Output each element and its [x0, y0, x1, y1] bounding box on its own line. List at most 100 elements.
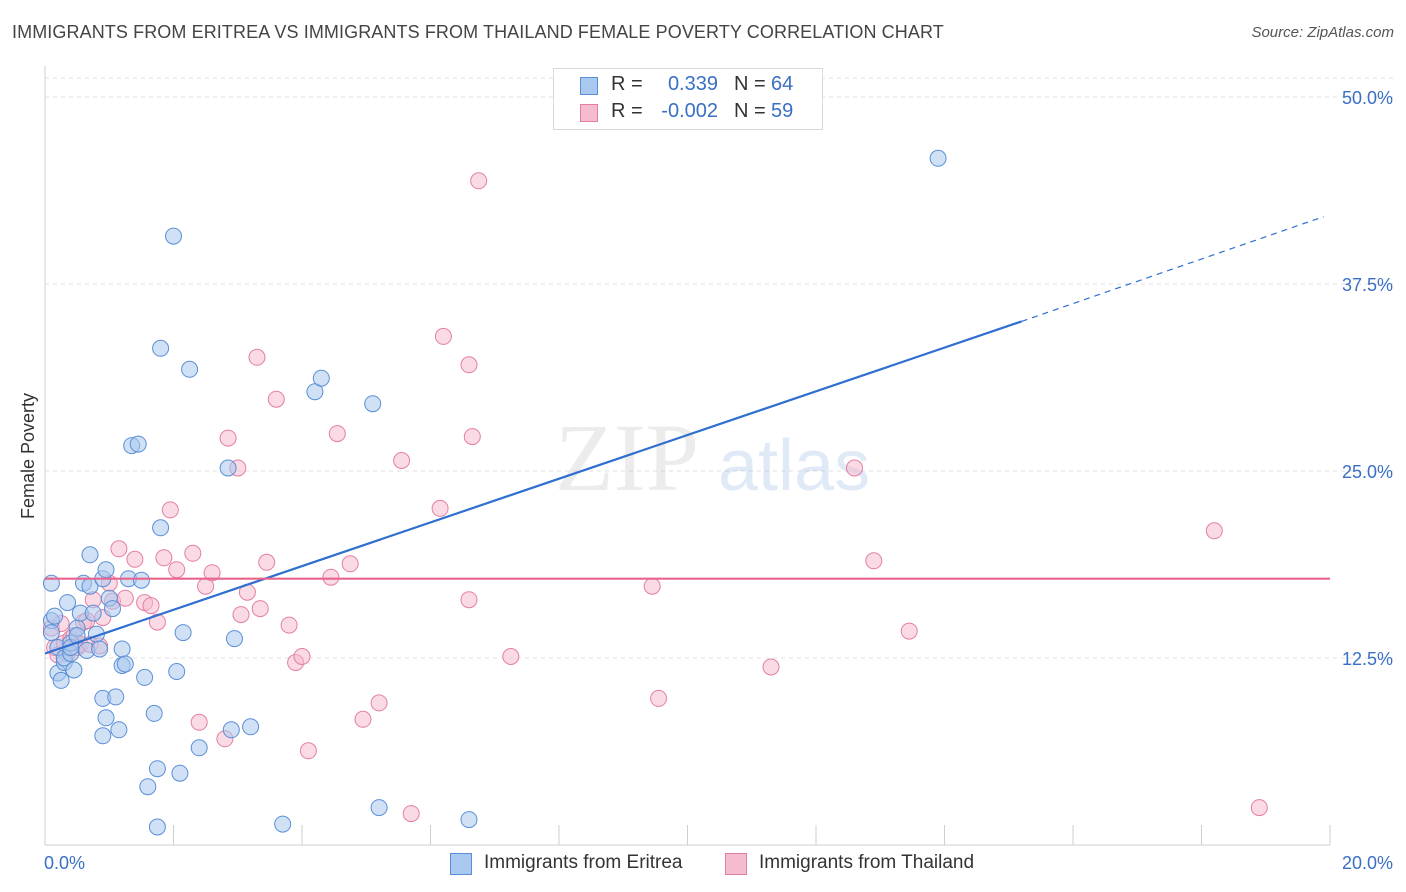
stats-legend: R = 0.339 N = 64 R = -0.002 N = 59	[553, 68, 823, 130]
eritrea-point	[145, 704, 163, 722]
thailand-swatch	[580, 104, 598, 122]
eritrea-point	[65, 661, 83, 679]
thailand-point	[370, 694, 388, 712]
thailand-point	[126, 550, 144, 568]
y-tick-label: 12.5%	[1342, 649, 1393, 669]
thailand-point	[1250, 799, 1268, 817]
thailand-point	[299, 742, 317, 760]
thailand-point	[148, 613, 166, 631]
thailand-point	[470, 172, 488, 190]
eritrea-point	[370, 799, 388, 817]
tick-labels: 12.5% 25.0% 37.5% 50.0% 0.0% 20.0%	[44, 88, 1393, 873]
thailand-point	[258, 553, 276, 571]
stats-row-thailand: R = -0.002 N = 59	[554, 100, 822, 126]
stats-row-eritrea: R = 0.339 N = 64	[554, 73, 822, 99]
thailand-point	[203, 564, 221, 582]
eritrea-point	[190, 739, 208, 757]
eritrea-point	[59, 594, 76, 612]
eritrea-point	[52, 671, 70, 689]
thailand-point	[643, 577, 661, 595]
eritrea-point	[219, 459, 237, 477]
thailand-point	[161, 501, 179, 519]
eritrea-point	[312, 369, 330, 387]
eritrea-point	[46, 607, 64, 625]
y-tick-label: 50.0%	[1342, 88, 1393, 108]
eritrea-point	[104, 600, 121, 618]
eritrea-point	[97, 709, 115, 727]
thailand-point	[460, 356, 478, 374]
eritrea-point	[222, 721, 240, 739]
n-value: 59	[771, 100, 794, 122]
eritrea-point	[152, 519, 170, 537]
eritrea-point	[274, 815, 292, 833]
eritrea-point	[929, 149, 947, 167]
x-tick-label-max: 20.0%	[1342, 853, 1393, 873]
x-tick-label-min: 0.0%	[44, 853, 85, 873]
eritrea-point	[107, 688, 125, 706]
eritrea-trend-extension	[1021, 216, 1324, 322]
thailand-point	[328, 425, 346, 443]
thailand-point	[110, 540, 128, 558]
eritrea-point	[113, 640, 131, 658]
eritrea-point	[171, 764, 189, 782]
eritrea-legend-swatch	[450, 853, 472, 875]
n-label: N =	[734, 100, 766, 122]
thailand-point	[900, 622, 918, 640]
legend-label-thailand: Immigrants from Thailand	[759, 852, 975, 873]
thailand-point	[322, 568, 340, 586]
thailand-point	[341, 555, 359, 573]
eritrea-point	[91, 640, 109, 658]
thailand-point	[1205, 522, 1223, 540]
thailand-point	[762, 658, 780, 676]
source-label: Source: ZipAtlas.com	[1251, 24, 1394, 41]
eritrea-point	[42, 574, 60, 592]
thailand-point	[116, 589, 134, 607]
thailand-point	[155, 549, 173, 567]
eritrea-point	[165, 227, 182, 245]
watermark-zip: ZIP	[555, 404, 699, 511]
eritrea-point	[132, 571, 150, 589]
watermark-atlas: atlas	[718, 426, 870, 506]
eritrea-point	[152, 339, 170, 357]
thailand-point	[168, 561, 186, 579]
eritrea-point	[136, 668, 154, 686]
eritrea-point	[94, 727, 112, 745]
r-label: R =	[611, 73, 643, 95]
axes	[44, 66, 1331, 846]
thailand-point	[846, 459, 863, 477]
series-eritrea-points	[42, 149, 947, 836]
trend-lines	[44, 216, 1330, 655]
y-axis-label: Female Poverty	[18, 393, 38, 519]
eritrea-point	[110, 721, 128, 739]
thailand-point	[463, 428, 481, 446]
watermark: ZIP atlas	[555, 404, 870, 511]
thailand-point	[393, 452, 411, 469]
thailand-point	[431, 499, 449, 517]
thailand-point	[280, 616, 298, 634]
eritrea-point	[81, 546, 99, 564]
chart-title: IMMIGRANTS FROM ERITREA VS IMMIGRANTS FR…	[12, 22, 944, 42]
r-value: 0.339	[667, 73, 718, 95]
thailand-point	[219, 429, 237, 447]
thailand-point	[267, 390, 285, 408]
y-tick-label: 37.5%	[1342, 275, 1393, 295]
eritrea-trend-line	[44, 320, 1022, 655]
eritrea-point	[364, 395, 382, 413]
eritrea-point	[148, 818, 166, 836]
thailand-point	[293, 648, 311, 665]
eritrea-point	[460, 811, 478, 829]
n-value: 64	[771, 73, 794, 95]
thailand-point	[650, 689, 668, 707]
y-tick-label: 25.0%	[1342, 462, 1393, 482]
legend-label-eritrea: Immigrants from Eritrea	[484, 852, 683, 873]
thailand-point	[248, 348, 266, 366]
thailand-point	[502, 648, 520, 665]
eritrea-point	[42, 624, 60, 642]
thailand-point	[460, 591, 478, 609]
eritrea-point	[84, 604, 102, 622]
eritrea-point	[129, 435, 147, 453]
thailand-point	[184, 544, 202, 562]
r-label: R =	[611, 100, 643, 122]
thailand-point	[434, 327, 452, 345]
